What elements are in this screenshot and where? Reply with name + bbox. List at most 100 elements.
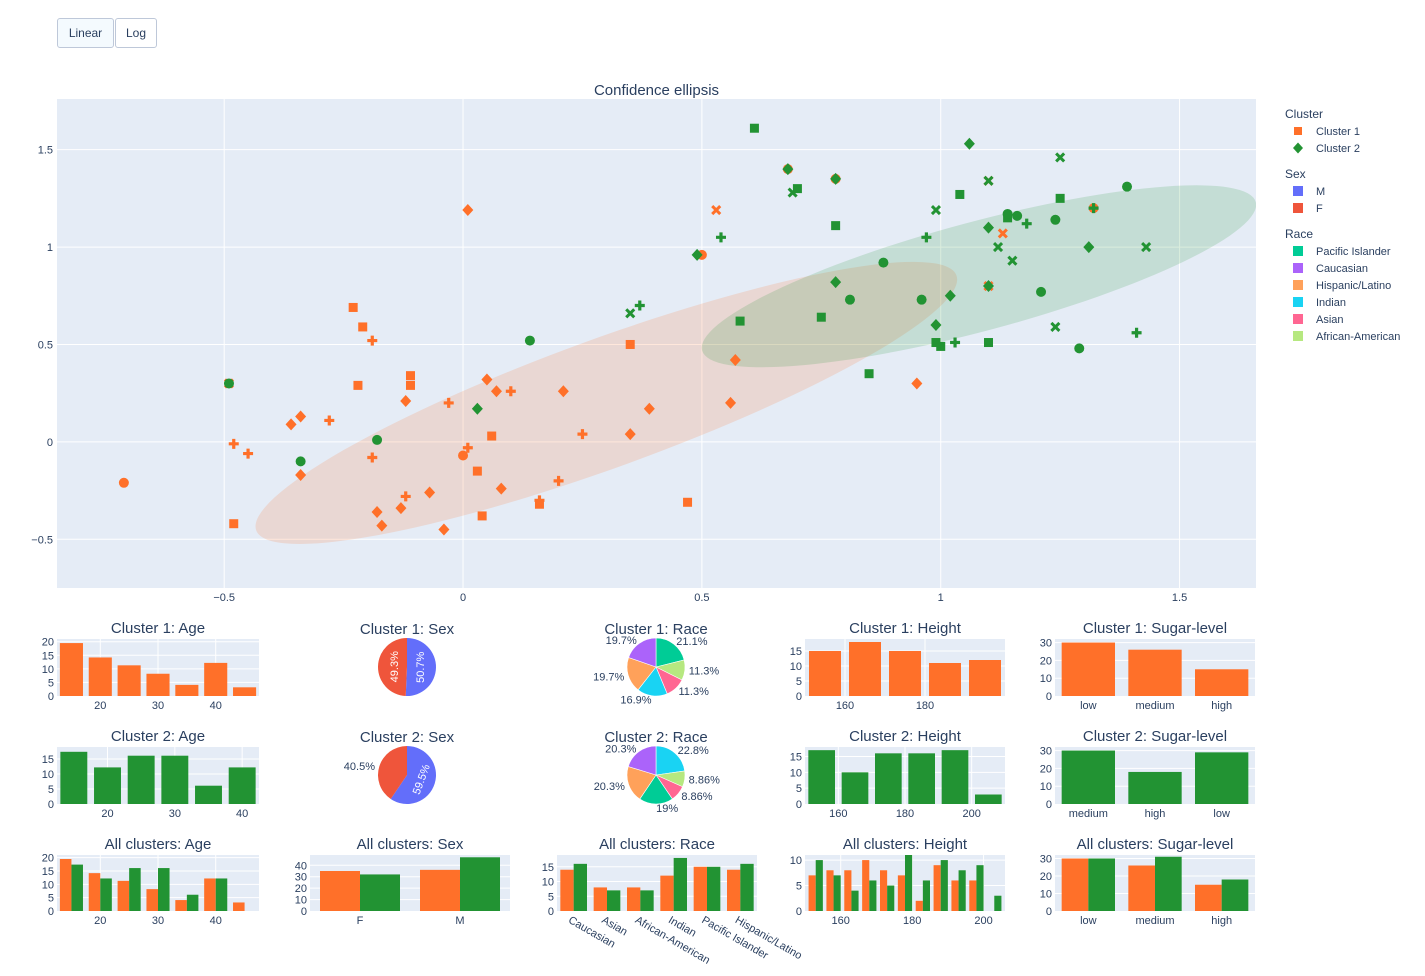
- panel-title: Cluster 1: Sugar-level: [1083, 620, 1227, 637]
- x-tick-label: M: [455, 915, 464, 927]
- scatter-point: [229, 519, 239, 529]
- y-tick-label: 15: [790, 752, 802, 764]
- y-tick-label: −0.5: [31, 534, 53, 546]
- bar: [815, 860, 823, 911]
- bar-chart: 0 5 10 All clusters: Height 160 180 200: [790, 836, 1005, 927]
- x-tick-label: 180: [903, 915, 921, 927]
- y-tick-label: 30: [1040, 746, 1052, 758]
- y-tick-label: 15: [42, 866, 54, 878]
- bar: [808, 875, 816, 911]
- y-tick-label: 0.5: [38, 339, 53, 351]
- bar: [1128, 649, 1182, 696]
- scatter-point: [471, 402, 483, 415]
- y-tick-label: 5: [548, 891, 554, 903]
- y-tick-label: 20: [42, 853, 54, 865]
- y-tick-label: 15: [542, 862, 554, 874]
- bar: [1128, 771, 1182, 804]
- scatter-point: [911, 377, 923, 390]
- scatter-point: [118, 477, 129, 488]
- scatter-point: [295, 456, 306, 467]
- scatter-point: [353, 380, 363, 390]
- scatter-point: [477, 511, 487, 521]
- pie-slice: [626, 766, 657, 800]
- bar: [1195, 884, 1222, 911]
- pie-slice: [405, 638, 436, 696]
- bar: [360, 874, 400, 911]
- scatter-point: [462, 442, 473, 453]
- bar: [940, 860, 948, 911]
- legend-item-label: African-American: [1316, 331, 1400, 343]
- scatter-point: [944, 289, 956, 302]
- scatter-point: [749, 123, 759, 133]
- x-tick-label: high: [1211, 915, 1232, 927]
- scatter-point: [878, 257, 889, 268]
- x-tick-label: 30: [169, 808, 181, 820]
- bar-chart: 0 10 20 30 Cluster 1: Sugar-level low medium hi…: [1040, 620, 1255, 712]
- pie-label: 11.3%: [679, 686, 710, 698]
- bar: [204, 662, 228, 696]
- bar: [1088, 858, 1115, 911]
- linear-scale-button[interactable]: Linear: [57, 18, 114, 48]
- scatter-point: [830, 276, 842, 289]
- bar: [117, 665, 141, 696]
- x-tick-label: medium: [1069, 808, 1108, 820]
- panel-title: Cluster 2: Sex: [360, 729, 455, 746]
- bar: [908, 753, 935, 804]
- scatter-point: [490, 385, 502, 398]
- bar-chart: 0 5 10 15 Cluster 2: Height 160 180 200: [790, 728, 1005, 820]
- scatter-point: [992, 242, 1004, 253]
- scatter-point: [735, 316, 745, 326]
- x-tick-label: low: [1080, 915, 1097, 927]
- scatter-point: [223, 378, 234, 389]
- scatter-point: [424, 486, 436, 499]
- ellipses-layer: [255, 185, 1256, 544]
- bar: [1061, 858, 1089, 911]
- bar: [941, 750, 969, 804]
- log-scale-button[interactable]: Log: [115, 18, 157, 48]
- scatter-point: [1012, 210, 1023, 221]
- scatter-point: [831, 221, 841, 231]
- bar: [1061, 642, 1115, 696]
- pie-label: 19.7%: [606, 635, 637, 647]
- bar: [958, 870, 966, 911]
- bar-chart: 0 10 20 30 Cluster 2: Sugar-level medium high l…: [1040, 728, 1255, 820]
- y-tick-label: 0: [796, 906, 802, 918]
- scatter-point: [921, 232, 932, 243]
- x-tick-label: 0: [460, 592, 466, 604]
- scatter-point: [487, 431, 497, 441]
- scatter-point: [711, 204, 722, 216]
- scatter-point: [524, 335, 535, 346]
- scatter-point: [931, 338, 941, 348]
- scatter-point: [729, 354, 741, 367]
- scatter-point: [725, 396, 737, 409]
- scatter-plot-area: [57, 99, 1256, 588]
- y-tick-label: 0: [48, 691, 54, 703]
- legend-item-label: Indian: [1316, 297, 1346, 309]
- scatter-point: [400, 394, 412, 407]
- bar: [889, 651, 921, 696]
- y-tick-label: 0: [796, 691, 802, 703]
- scatter-point: [438, 523, 450, 536]
- bar: [975, 794, 1002, 804]
- x-tick-label: −0.5: [213, 592, 235, 604]
- y-tick-label: 15: [790, 646, 802, 658]
- bar-plot-area: [557, 855, 757, 911]
- scatter-point: [371, 506, 383, 519]
- bar: [693, 866, 707, 911]
- scatter-point: [495, 482, 507, 495]
- bar: [129, 868, 141, 911]
- scatter-point: [1074, 343, 1085, 354]
- panel-title: Cluster 2: Race: [604, 729, 707, 746]
- y-tick-label: 10: [790, 661, 802, 673]
- legend-cluster-title: Cluster: [1285, 107, 1323, 121]
- bar: [593, 887, 607, 911]
- scatter-point: [400, 491, 411, 502]
- legend-item-label: Caucasian: [1316, 263, 1368, 275]
- legend-swatch: [1293, 297, 1303, 307]
- scatter-point: [228, 438, 239, 449]
- bar: [673, 857, 687, 911]
- y-tick-label: 0: [301, 906, 307, 918]
- confidence-ellipse: [255, 261, 958, 544]
- scatter-point: [1083, 241, 1095, 254]
